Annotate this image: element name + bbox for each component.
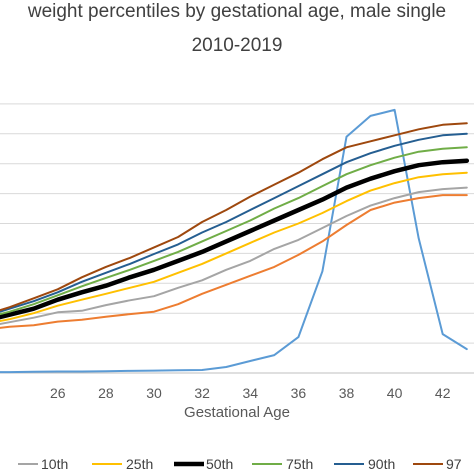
chart-title-line-1: weight percentiles by gestational age, m…	[27, 1, 446, 22]
series-line-97	[0, 122, 468, 312]
x-tick-labels: 26 28 30 32 34 36 38 40 42	[50, 385, 451, 401]
x-tick-label: 40	[387, 385, 403, 401]
series-line-50th	[0, 158, 470, 320]
series-line-unlabeled-0	[0, 108, 468, 374]
chart-title-line-2: 2010-2019	[192, 35, 283, 56]
series-line-90th	[0, 132, 468, 313]
x-tick-label: 42	[435, 385, 451, 401]
series-line-10th	[0, 186, 468, 326]
x-axis-label: Gestational Age	[184, 404, 290, 421]
x-tick-label: 32	[194, 385, 210, 401]
legend-label-97: 97	[446, 456, 462, 472]
legend-label-25th: 25th	[126, 456, 153, 472]
x-tick-label: 26	[50, 385, 66, 401]
x-tick-label: 28	[98, 385, 114, 401]
legend-label-50th: 50th	[206, 456, 233, 472]
legend-label-90th: 90th	[368, 456, 395, 472]
x-tick-label: 36	[291, 385, 307, 401]
x-tick-label: 30	[146, 385, 162, 401]
series-line-75th	[0, 146, 468, 316]
x-tick-label: 34	[242, 385, 258, 401]
legend-label-10th: 10th	[41, 456, 68, 472]
x-tick-label: 38	[339, 385, 355, 401]
legend-label-75th: 75th	[286, 456, 313, 472]
legend: 10th 25th 50th 75th 90th 97	[18, 456, 462, 472]
series-line-25th	[0, 171, 468, 323]
series-line-unlabeled-1	[0, 194, 468, 329]
series-lines	[0, 108, 470, 374]
